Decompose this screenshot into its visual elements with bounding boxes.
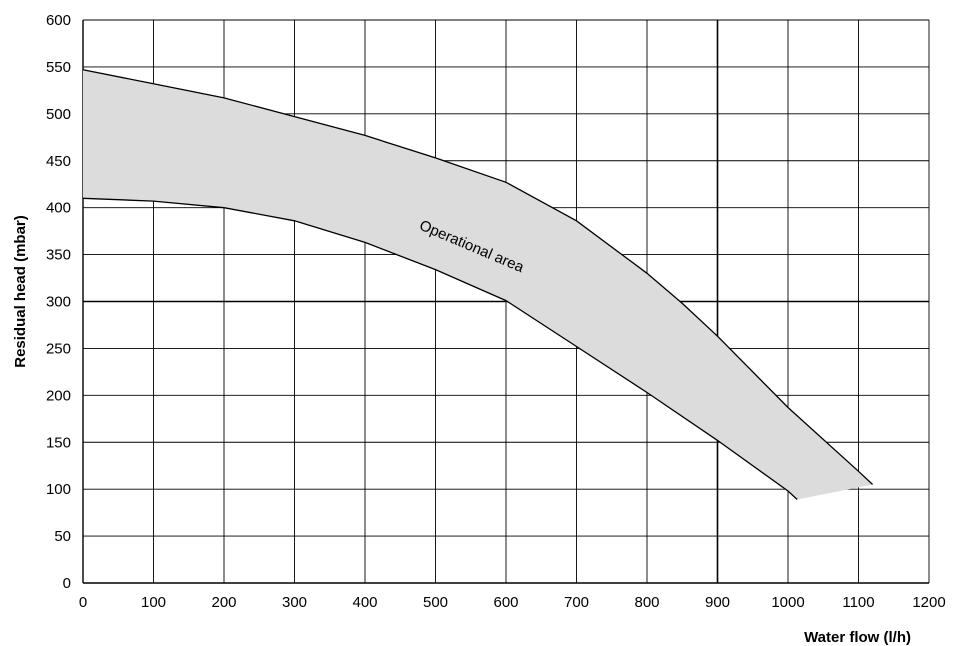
y-axis-ticks: 0 50 100 150 200 250 300 350 400 450 500 550 600: [46, 12, 71, 592]
x-tick-label: 1000: [771, 594, 804, 611]
x-tick-label: 800: [634, 594, 659, 611]
x-axis-ticks: 0 100 200 300 400 500 600 700 800 900 1000 1100 1200: [79, 594, 946, 611]
y-tick-label: 150: [46, 434, 71, 451]
y-tick-label: 350: [46, 247, 71, 264]
x-tick-label: 0: [79, 594, 87, 611]
x-tick-label: 400: [352, 594, 377, 611]
y-tick-label: 550: [46, 59, 71, 76]
lower-boundary-line: [82, 197, 798, 500]
y-tick-label: 400: [46, 200, 71, 217]
x-tick-label: 600: [493, 594, 518, 611]
y-tick-label: 250: [46, 340, 71, 357]
x-tick-label: 500: [423, 594, 448, 611]
operational-area-fill: [83, 69, 873, 500]
y-tick-label: 500: [46, 106, 71, 123]
x-tick-label: 100: [141, 594, 166, 611]
x-tick-label: 1200: [912, 594, 945, 611]
y-axis-title: Residual head (mbar): [12, 215, 29, 368]
y-tick-label: 0: [63, 575, 71, 592]
y-tick-label: 200: [46, 387, 71, 404]
y-tick-label: 50: [54, 528, 71, 545]
x-tick-label: 200: [211, 594, 236, 611]
y-tick-label: 450: [46, 153, 71, 170]
x-tick-label: 900: [705, 594, 730, 611]
x-axis-title: Water flow (l/h): [804, 629, 911, 646]
y-tick-label: 600: [46, 12, 71, 29]
grid: [82, 19, 930, 584]
upper-boundary-line: [82, 69, 874, 485]
x-tick-label: 700: [564, 594, 589, 611]
y-tick-label: 300: [46, 294, 71, 311]
x-tick-label: 1100: [842, 594, 874, 611]
x-tick-label: 300: [282, 594, 307, 611]
y-tick-label: 100: [46, 481, 71, 498]
